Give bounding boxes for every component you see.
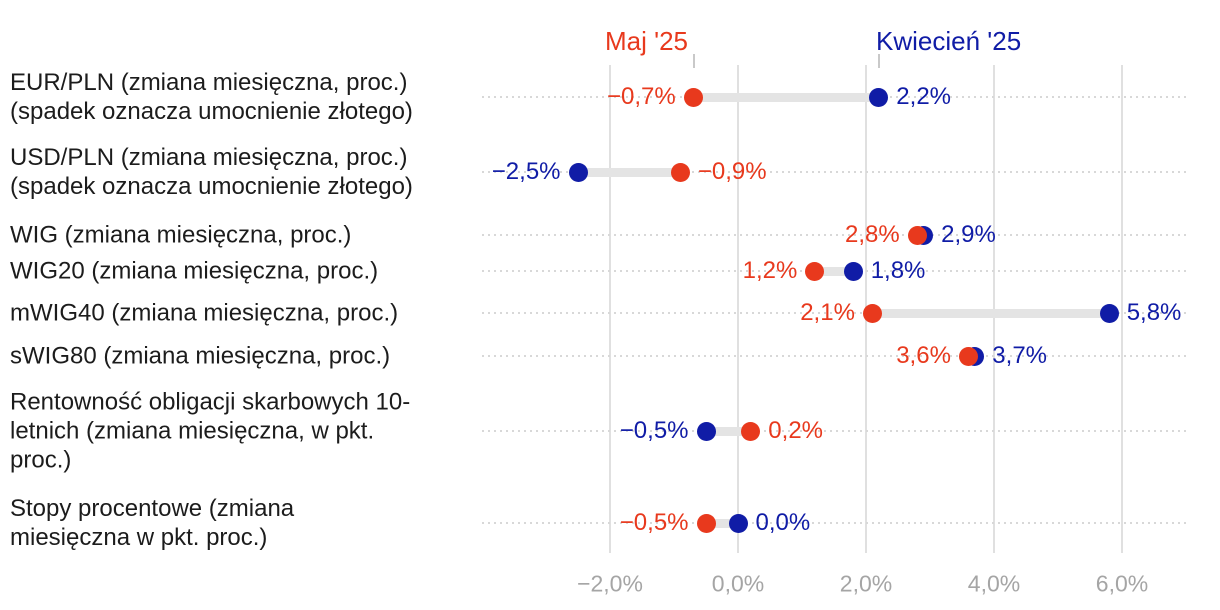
maj-dot: [862, 303, 882, 323]
maj-value-label: 2,8%: [845, 221, 900, 248]
gridline: [609, 65, 611, 553]
x-axis-tick-label: −2,0%: [577, 570, 643, 597]
row-guide-line: [482, 234, 1188, 236]
kwiecien-value-label: 2,2%: [896, 83, 951, 110]
category-label: Stopy procentowe (zmiana miesięczna w pkt…: [10, 494, 294, 552]
row-guide-line: [482, 522, 1188, 524]
category-label: EUR/PLN (zmiana miesięczna, proc.) (spade…: [10, 68, 413, 126]
category-label-line: miesięczna w pkt. proc.): [10, 524, 268, 551]
connector-bar: [872, 308, 1110, 318]
x-axis-tick-label: 2,0%: [839, 570, 893, 597]
connector-bar: [693, 92, 879, 102]
maj-value-label: −0,9%: [697, 158, 767, 185]
category-label-line: sWIG80 (zmiana miesięczna, proc.): [10, 342, 391, 370]
maj-value-label: −0,7%: [606, 83, 676, 110]
category-label: USD/PLN (zmiana miesięczna, proc.) (spade…: [10, 143, 413, 201]
maj-value-label: 1,2%: [742, 257, 798, 284]
maj-dot: [696, 513, 716, 533]
connector-bar: [706, 518, 738, 528]
maj-dot: [683, 87, 703, 107]
maj-value-label: −0,5%: [619, 509, 689, 536]
category-label-line: proc.): [10, 446, 72, 474]
category-label-line: (spadek oznacza umocnienie złotego): [10, 98, 413, 125]
kwiecien-value-label: −0,5%: [619, 417, 689, 444]
legend-maj-pointer-tick: [693, 54, 695, 68]
category-label-line: letnich (zmiana miesięczna, w pkt.: [10, 417, 375, 445]
kwiecien-dot: [728, 513, 748, 533]
category-label-line: EUR/PLN (zmiana miesięczna, proc.): [10, 69, 408, 96]
maj-dot: [907, 225, 927, 245]
maj-dot: [805, 261, 825, 281]
kwiecien-dot: [568, 162, 588, 182]
maj-value-label: 0,2%: [768, 417, 823, 444]
category-label-line: WIG (zmiana miesięczna, proc.): [10, 221, 352, 249]
kwiecien-value-label: 5,8%: [1126, 299, 1182, 326]
category-label: Rentowność obligacji skarbowych 10- letni…: [10, 388, 410, 475]
gridline: [1121, 65, 1123, 553]
kwiecien-value-label: −2,5%: [491, 158, 561, 185]
maj-dot: [958, 346, 978, 366]
x-axis-tick-label: 6,0%: [1095, 570, 1149, 597]
row-guide-line: [482, 312, 1188, 314]
legend-maj-label: Maj '25: [604, 26, 688, 56]
row-guide-line: [482, 430, 1188, 432]
connector-bar: [578, 167, 681, 177]
kwiecien-dot: [696, 421, 716, 441]
category-label: mWIG40 (zmiana miesięczna, proc.): [10, 299, 398, 328]
legend-kwiecien-pointer-tick: [878, 54, 880, 68]
connector-bar: [814, 266, 854, 276]
category-label-line: USD/PLN (zmiana miesięczna, proc.): [10, 144, 408, 171]
category-label-line: Rentowność obligacji skarbowych 10-: [10, 388, 411, 416]
maj-value-label: 2,1%: [800, 299, 855, 326]
category-label-line: (spadek oznacza umocnienie złotego): [10, 173, 413, 200]
maj-dot: [741, 421, 761, 441]
category-label: sWIG80 (zmiana miesięczna, proc.): [10, 342, 390, 371]
x-axis-tick-label: 0,0%: [711, 570, 765, 597]
maj-dot: [670, 162, 690, 182]
legend-kwiecien-label: Kwiecień '25: [876, 26, 1022, 56]
category-label: WIG20 (zmiana miesięczna, proc.): [10, 257, 378, 286]
row-guide-line: [482, 171, 1188, 173]
kwiecien-value-label: 1,8%: [870, 257, 926, 284]
category-label: WIG (zmiana miesięczna, proc.): [10, 221, 351, 250]
kwiecien-dot: [1099, 303, 1119, 323]
kwiecien-dot: [843, 261, 863, 281]
row-guide-line: [482, 355, 1188, 357]
connector-bar: [706, 426, 751, 436]
x-axis-tick-label: 4,0%: [967, 570, 1021, 597]
category-label-line: WIG20 (zmiana miesięczna, proc.): [10, 257, 379, 285]
kwiecien-value-label: 2,9%: [941, 221, 996, 248]
kwiecien-value-label: 3,7%: [992, 342, 1047, 369]
maj-value-label: 3,6%: [896, 342, 951, 369]
category-label-line: Stopy procentowe (zmiana: [10, 495, 295, 522]
category-label-line: mWIG40 (zmiana miesięczna, proc.): [10, 299, 399, 327]
kwiecien-value-label: 0,0%: [755, 509, 811, 536]
gridline: [737, 65, 739, 553]
kwiecien-dot: [869, 87, 889, 107]
